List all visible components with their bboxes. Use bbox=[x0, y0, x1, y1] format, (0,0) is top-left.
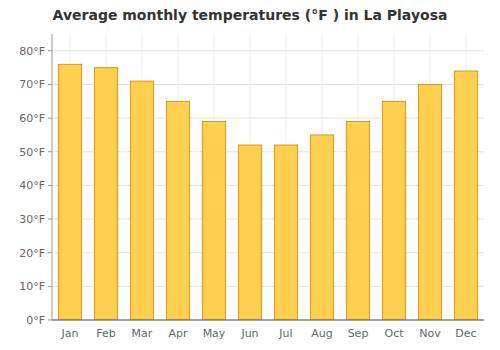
tick-label: Apr bbox=[168, 327, 188, 340]
tick-label: 30°F bbox=[19, 213, 45, 226]
tick-label: 20°F bbox=[19, 247, 45, 260]
tick-label: Mar bbox=[132, 327, 153, 340]
axes: 0°F 10°F 20°F 30°F 40°F 50°F 60°F 70°F 80°F Jan Fe… bbox=[19, 34, 484, 340]
bar bbox=[454, 71, 477, 320]
tick-label: May bbox=[203, 327, 226, 340]
tick-mark bbox=[48, 84, 52, 85]
tick-label: 40°F bbox=[19, 179, 45, 192]
tick-label: 10°F bbox=[19, 280, 45, 293]
bar bbox=[418, 84, 441, 320]
tick-mark bbox=[48, 118, 52, 119]
bar bbox=[130, 81, 153, 320]
tick-label: Jun bbox=[240, 327, 258, 340]
bar bbox=[310, 135, 333, 320]
tick-label: 0°F bbox=[26, 314, 45, 327]
chart: Average monthly temperatures (°F ) in La… bbox=[0, 0, 500, 350]
tick-label: Dec bbox=[455, 327, 476, 340]
tick-label: Jul bbox=[278, 327, 292, 340]
tick-mark bbox=[48, 185, 52, 186]
bar bbox=[58, 64, 81, 320]
bar bbox=[274, 145, 297, 320]
chart-container: Average monthly temperatures (°F ) in La… bbox=[0, 0, 500, 350]
tick-label: 50°F bbox=[19, 146, 45, 159]
x-axis-line bbox=[52, 320, 484, 321]
bar bbox=[94, 68, 117, 320]
tick-mark bbox=[48, 50, 52, 51]
bars bbox=[58, 64, 477, 320]
bar bbox=[166, 101, 189, 320]
tick-label: Aug bbox=[311, 327, 332, 340]
grid-line bbox=[52, 320, 484, 321]
title: Average monthly temperatures (°F ) in La… bbox=[53, 7, 448, 23]
tick-label: Jan bbox=[61, 327, 79, 340]
tick-label: Feb bbox=[96, 327, 115, 340]
bar bbox=[346, 121, 369, 320]
bar bbox=[202, 121, 225, 320]
tick-label: 80°F bbox=[19, 45, 45, 58]
tick-label: Nov bbox=[419, 327, 441, 340]
grid bbox=[52, 34, 484, 320]
tick-mark bbox=[48, 286, 52, 287]
tick-label: Sep bbox=[348, 327, 369, 340]
tick-mark bbox=[48, 252, 52, 253]
tick-mark bbox=[48, 219, 52, 220]
bar bbox=[382, 101, 405, 320]
tick-label: 70°F bbox=[19, 78, 45, 91]
tick-mark bbox=[48, 320, 52, 321]
grid-line bbox=[52, 50, 484, 51]
tick-label: 60°F bbox=[19, 112, 45, 125]
bar bbox=[238, 145, 261, 320]
tick-mark bbox=[48, 151, 52, 152]
tick-label: Oct bbox=[384, 327, 404, 340]
y-axis-line bbox=[52, 34, 53, 320]
